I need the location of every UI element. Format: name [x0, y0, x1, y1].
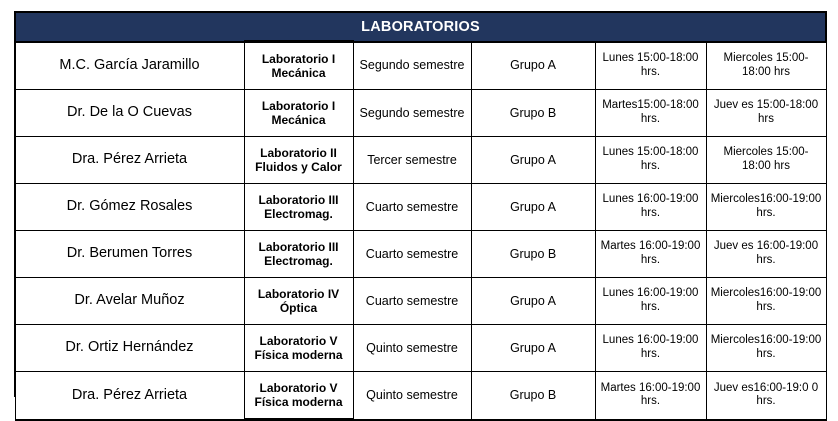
cell-semester: Quinto semestre	[352, 324, 472, 372]
table-row: M.C. García Jaramillo Laboratorio I Mecáni…	[14, 40, 827, 90]
cell-professor: Dr. Avelar Muñoz	[14, 277, 245, 325]
cell-semester: Tercer semestre	[352, 136, 472, 184]
table-row: Dr. Gómez Rosales Laboratorio III Electrom…	[14, 183, 827, 231]
cell-schedule-1: Martes 16:00-19:00 hrs.	[594, 230, 707, 278]
cell-professor: Dr. Ortiz Hernández	[14, 324, 245, 372]
cell-schedule-1: Lunes 16:00-19:00 hrs.	[594, 183, 707, 231]
cell-schedule-1: Lunes 15:00-18:00 hrs.	[594, 136, 707, 184]
cell-semester: Cuarto semestre	[352, 230, 472, 278]
cell-group: Grupo A	[470, 277, 596, 325]
cell-group: Grupo B	[470, 89, 596, 137]
cell-semester: Cuarto semestre	[352, 183, 472, 231]
cell-semester: Segundo semestre	[352, 89, 472, 137]
cell-schedule-2: Miercoles16:00-19:00 hrs.	[705, 183, 827, 231]
cell-schedule-1: Lunes 15:00-18:00 hrs.	[594, 40, 707, 90]
cell-laboratory: Laboratorio I Mecánica	[243, 40, 354, 90]
cell-group: Grupo B	[470, 230, 596, 278]
cell-schedule-2: Miercoles16:00-19:00 hrs.	[705, 324, 827, 372]
cell-schedule-2: Miercoles 15:00-18:00 hrs	[705, 40, 827, 90]
cell-professor: Dr. De la O Cuevas	[14, 89, 245, 137]
cell-semester: Quinto semestre	[352, 371, 472, 421]
table-row: Dra. Pérez Arrieta Laboratorio V Física mo…	[14, 371, 827, 421]
cell-group: Grupo A	[470, 40, 596, 90]
cell-professor: Dr. Berumen Torres	[14, 230, 245, 278]
cell-semester: Cuarto semestre	[352, 277, 472, 325]
cell-professor: M.C. García Jaramillo	[14, 40, 245, 90]
table-title: LABORATORIOS	[13, 11, 828, 43]
cell-laboratory: Laboratorio II Fluidos y Calor	[243, 136, 354, 184]
cell-laboratory: Laboratorio V Física moderna	[243, 371, 354, 421]
laboratorios-table: LABORATORIOS M.C. García Jaramillo Labora…	[13, 11, 828, 421]
cell-schedule-1: Martes15:00-18:00 hrs.	[594, 89, 707, 137]
table-row: Dr. Berumen Torres Laboratorio III Electro…	[14, 230, 827, 278]
cell-schedule-2: Juev es 16:00-19:00 hrs.	[705, 230, 827, 278]
cell-laboratory: Laboratorio I Mecánica	[243, 89, 354, 137]
cell-professor: Dra. Pérez Arrieta	[14, 136, 245, 184]
table-row: Dr. De la O Cuevas Laboratorio I Mecánica S…	[14, 89, 827, 137]
cell-schedule-2: Miercoles16:00-19:00 hrs.	[705, 277, 827, 325]
table-title-row: LABORATORIOS	[13, 11, 828, 43]
table-row: Dr. Avelar Muñoz Laboratorio IV Óptica Cuar…	[14, 277, 827, 325]
cell-group: Grupo A	[470, 136, 596, 184]
table-row: Dr. Ortiz Hernández Laboratorio V Física m…	[14, 324, 827, 372]
cell-schedule-1: Lunes 16:00-19:00 hrs.	[594, 277, 707, 325]
cell-schedule-1: Martes 16:00-19:00 hrs.	[594, 371, 707, 421]
cell-schedule-2: Juev es 15:00-18:00 hrs	[705, 89, 827, 137]
cell-group: Grupo A	[470, 183, 596, 231]
cell-laboratory: Laboratorio V Física moderna	[243, 324, 354, 372]
laboratorios-table-container: LABORATORIOS M.C. García Jaramillo Labora…	[13, 11, 828, 421]
cell-laboratory: Laboratorio III Electromag.	[243, 183, 354, 231]
cell-group: Grupo B	[470, 371, 596, 421]
cell-professor: Dr. Gómez Rosales	[14, 183, 245, 231]
cell-schedule-2: Juev es16:00-19:0 0 hrs.	[705, 371, 827, 421]
document-sheet: LABORATORIOS M.C. García Jaramillo Labora…	[13, 11, 828, 421]
cell-professor: Dra. Pérez Arrieta	[14, 371, 245, 421]
cell-laboratory: Laboratorio III Electromag.	[243, 230, 354, 278]
cell-laboratory: Laboratorio IV Óptica	[243, 277, 354, 325]
cell-schedule-2: Miercoles 15:00-18:00 hrs	[705, 136, 827, 184]
table-row: Dra. Pérez Arrieta Laboratorio II Fluidos …	[14, 136, 827, 184]
cell-schedule-1: Lunes 16:00-19:00 hrs.	[594, 324, 707, 372]
cell-group: Grupo A	[470, 324, 596, 372]
cell-semester: Segundo semestre	[352, 40, 472, 90]
